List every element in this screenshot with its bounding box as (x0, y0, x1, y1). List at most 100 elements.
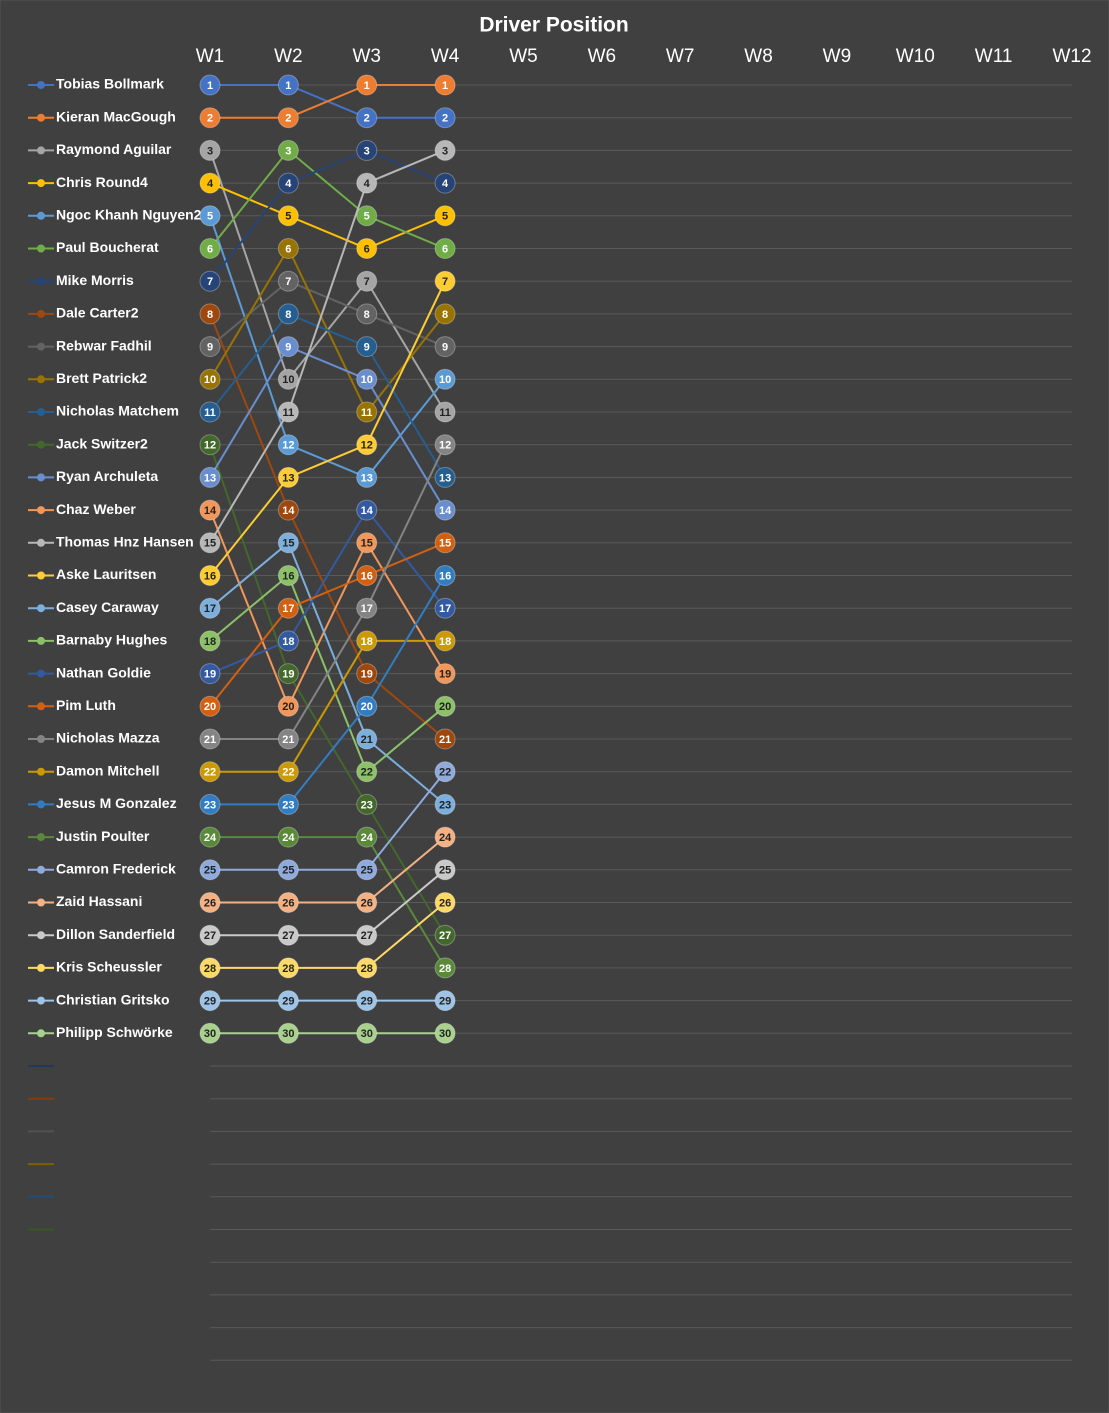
point (434, 303, 456, 325)
point (434, 139, 456, 161)
x-tick-label: W11 (975, 46, 1013, 67)
data-label: 14 (361, 505, 374, 517)
data-label: 25 (204, 865, 216, 877)
point (434, 270, 456, 292)
point (199, 205, 221, 227)
point (356, 630, 378, 652)
legend-label: Dillon Sanderfield (56, 926, 175, 942)
data-label: 12 (361, 440, 373, 452)
point (199, 565, 221, 586)
point (277, 336, 299, 358)
lines (209, 84, 446, 1035)
data-label: 26 (204, 897, 216, 909)
point (277, 499, 299, 521)
data-label: 11 (361, 407, 373, 419)
point (434, 597, 456, 619)
legend-marker (37, 833, 45, 842)
point (277, 74, 299, 96)
data-label: 21 (204, 734, 216, 746)
data-label: 28 (439, 963, 451, 975)
data-label: 27 (361, 930, 373, 942)
point (356, 466, 378, 488)
point (277, 826, 299, 848)
point (356, 695, 378, 717)
legend-marker (37, 309, 45, 318)
series-line (210, 444, 446, 740)
data-label: 23 (204, 799, 216, 811)
point (434, 761, 456, 783)
point (434, 434, 456, 456)
x-tick-label: W7 (666, 46, 695, 67)
data-label: 17 (204, 603, 216, 615)
data-label: 19 (361, 669, 373, 681)
data-label: 12 (282, 440, 294, 452)
data-label: 9 (285, 342, 291, 354)
data-label: 30 (282, 1028, 294, 1040)
data-label: 13 (204, 472, 216, 484)
point (277, 172, 299, 194)
legend-label: Brett Patrick2 (56, 370, 147, 386)
data-label: 10 (361, 374, 373, 386)
point (356, 761, 378, 783)
legend-marker (37, 146, 45, 155)
point (356, 532, 378, 554)
data-label: 2 (285, 113, 291, 125)
point (199, 172, 221, 194)
data-label: 10 (439, 374, 451, 386)
point (277, 892, 299, 913)
legend-label: Damon Mitchell (56, 762, 159, 778)
x-tick-label: W10 (896, 46, 935, 67)
point (356, 172, 378, 194)
data-label: 5 (285, 211, 291, 223)
data-label: 18 (204, 636, 216, 648)
point (356, 990, 378, 1012)
point (434, 630, 456, 652)
legend-marker (37, 81, 45, 89)
data-label: 27 (439, 930, 451, 942)
point (356, 107, 378, 129)
legend-marker (37, 767, 45, 776)
point (356, 663, 378, 685)
point (199, 663, 221, 685)
data-label: 28 (204, 963, 216, 975)
point (356, 924, 378, 946)
point (434, 336, 456, 358)
point (277, 205, 299, 227)
legend-label: Christian Gritsko (56, 991, 170, 1007)
legend-marker (37, 963, 45, 972)
x-tick-label: W6 (588, 46, 617, 67)
point (434, 368, 456, 390)
legend-label: Camron Frederick (56, 861, 176, 877)
point (277, 761, 299, 783)
data-label: 17 (361, 603, 373, 615)
point (434, 74, 456, 96)
data-label: 11 (204, 407, 216, 419)
data-label: 21 (282, 734, 294, 746)
series-line (209, 312, 446, 478)
data-label: 28 (361, 963, 373, 975)
point (277, 793, 299, 815)
legend-marker (37, 342, 45, 351)
series-line (209, 345, 446, 511)
data-label: 30 (204, 1028, 216, 1040)
data-label: 4 (364, 178, 371, 190)
point (356, 565, 378, 586)
point (199, 107, 221, 129)
point (199, 597, 221, 619)
data-label: 27 (282, 930, 294, 942)
data-label: 19 (282, 669, 294, 681)
point (277, 139, 299, 161)
point (277, 107, 299, 129)
point (356, 892, 378, 913)
data-label: 2 (364, 113, 370, 125)
legend-marker (37, 898, 45, 907)
data-label: 5 (442, 211, 448, 223)
data-label: 15 (361, 538, 373, 550)
data-label: 30 (439, 1028, 451, 1040)
point (356, 499, 378, 521)
legend-label: Barnaby Hughes (56, 632, 167, 648)
data-label: 23 (361, 799, 373, 811)
point (277, 957, 299, 979)
data-label: 22 (439, 767, 451, 779)
data-label: 8 (442, 309, 448, 321)
